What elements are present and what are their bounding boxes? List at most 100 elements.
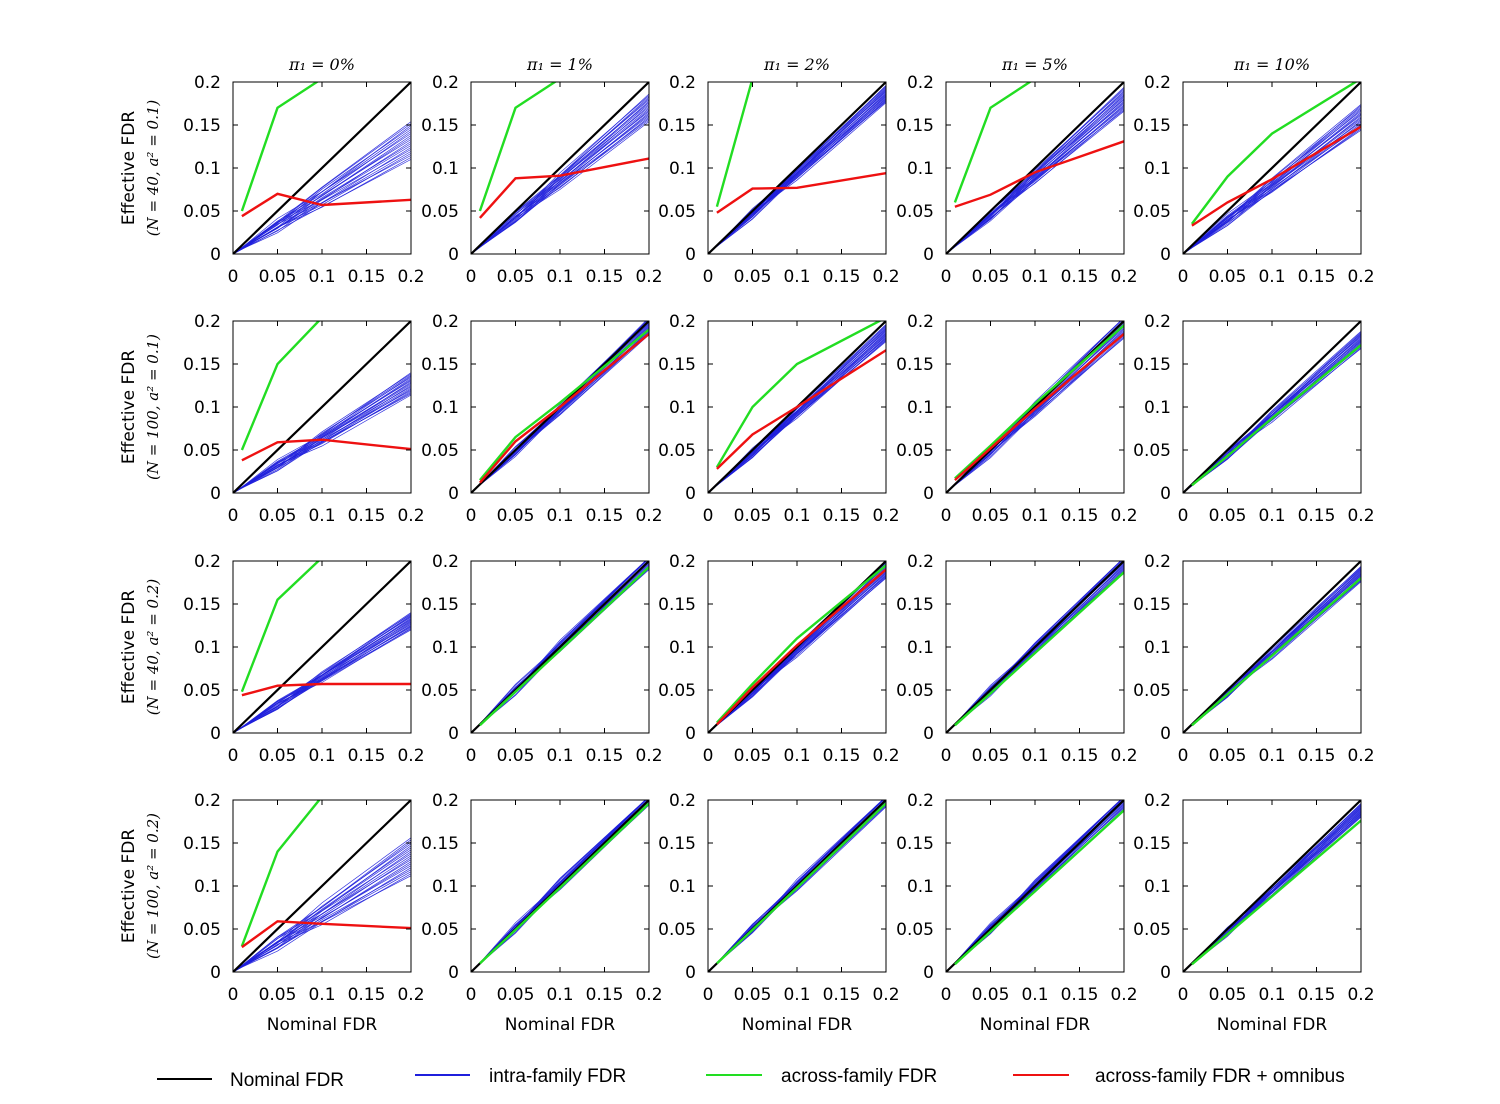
x-tick-label: 0 [1178,267,1189,287]
y-tick-label: 0.1 [432,398,459,418]
intra-family-line [233,843,411,972]
row-label: Effective FDR [119,829,139,943]
y-tick-label: 0.15 [1133,595,1171,615]
row-sublabel: (N = 100, a² = 0.1) [144,334,162,480]
y-tick-label: 0 [448,484,459,504]
panel-r4-c2: 0 0.05 0.1 0.15 0.2 0 0.05 0.1 0.15 0.2 [421,791,662,1005]
y-tick-label: 0.15 [421,116,459,136]
x-tick-label: 0.1 [783,746,810,766]
omnibus-line [716,172,886,214]
across-family-line [1191,344,1361,487]
x-tick-label: 0.15 [1061,506,1099,526]
panel-r2-c5: 0 0.05 0.1 0.15 0.2 0 0.05 0.1 0.15 0.2 [1133,312,1374,526]
x-tick-label: 0.1 [308,506,335,526]
across-family-line [479,566,649,727]
x-tick-label: 0.05 [1209,985,1247,1005]
panel-r2-c1: 0 0.05 0.1 0.15 0.2 0 0.05 0.1 0.15 0.2 [183,312,424,526]
nominal-line [1183,321,1361,493]
y-tick-label: 0 [923,724,934,744]
x-tick-label: 0.15 [586,506,624,526]
y-tick-label: 0 [1160,484,1171,504]
intra-family-line [233,374,411,493]
y-tick-label: 0.15 [421,834,459,854]
y-tick-label: 0.1 [1144,398,1171,418]
x-tick-label: 0.05 [259,746,297,766]
across-family-line [716,802,886,965]
row-label: Effective FDR [119,350,139,464]
omnibus-line [954,332,1124,481]
y-tick-label: 0.05 [658,441,696,461]
panel-r3-c3: 0 0.05 0.1 0.15 0.2 0 0.05 0.1 0.15 0.2 [658,552,899,766]
panel-r1-c5: 0 0.05 0.1 0.15 0.2 0 0.05 0.1 0.15 0.2 [1133,73,1374,287]
omnibus-line [1191,125,1361,227]
x-tick-label: 0.1 [783,985,810,1005]
x-tick-label: 0.15 [823,985,861,1005]
y-tick-label: 0.2 [432,791,459,811]
x-tick-label: 0.2 [397,506,424,526]
y-tick-label: 0.1 [432,877,459,897]
x-tick-label: 0.2 [635,985,662,1005]
y-tick-label: 0.05 [183,202,221,222]
y-tick-label: 0 [448,963,459,983]
y-tick-label: 0.2 [907,312,934,332]
across-family-line [1191,819,1361,966]
x-tick-label: 0.1 [1258,506,1285,526]
y-tick-label: 0 [923,484,934,504]
x-tick-label: 0 [941,267,952,287]
column-title: π₁ = 2% [763,55,830,74]
intra-family-line [233,612,411,733]
across-family-line [240,321,321,451]
x-tick-label: 0.2 [1347,506,1374,526]
y-tick-label: 0 [210,484,221,504]
omnibus-line [479,157,649,219]
plot-area [471,321,649,493]
across-family-line [716,564,886,724]
x-tick-label: 0 [941,985,952,1005]
column-title: π₁ = 5% [1001,55,1068,74]
plot-area [946,800,1124,972]
y-tick-label: 0.05 [1133,681,1171,701]
legend-label: Nominal FDR [230,1070,344,1091]
y-tick-label: 0.1 [1144,159,1171,179]
y-tick-label: 0.2 [194,791,221,811]
x-tick-label: 0 [228,985,239,1005]
across-family-line [478,328,649,481]
panel-r3-c1: 0 0.05 0.1 0.15 0.2 0 0.05 0.1 0.15 0.2 [183,552,424,766]
y-tick-label: 0.05 [183,681,221,701]
y-tick-label: 0.1 [907,398,934,418]
column-title: π₁ = 0% [288,55,355,74]
x-axis-label: Nominal FDR [267,1015,378,1035]
x-tick-label: 0.15 [348,267,386,287]
panel-r2-c4: 0 0.05 0.1 0.15 0.2 0 0.05 0.1 0.15 0.2 [896,312,1137,526]
x-tick-label: 0.05 [497,746,535,766]
y-tick-label: 0.2 [194,312,221,332]
x-tick-label: 0.1 [546,985,573,1005]
y-tick-label: 0 [1160,245,1171,265]
omnibus-line [716,349,886,470]
x-tick-label: 0 [228,267,239,287]
x-tick-label: 0.15 [1298,267,1336,287]
legend-item: intra-family FDR [415,1066,626,1087]
x-tick-label: 0.05 [972,267,1010,287]
plot-area [946,321,1124,493]
across-family-line [954,809,1124,966]
across-family-line [479,802,649,965]
x-tick-label: 0.1 [308,985,335,1005]
y-tick-label: 0.15 [658,834,696,854]
x-tick-label: 0 [228,506,239,526]
across-family-line [715,82,753,208]
x-tick-label: 0.15 [1298,746,1336,766]
plot-area [1183,82,1361,254]
legend-item: Nominal FDR [157,1070,344,1091]
omnibus-line [241,192,411,218]
panel-r3-c5: 0 0.05 0.1 0.15 0.2 0 0.05 0.1 0.15 0.2 [1133,552,1374,766]
y-tick-label: 0 [685,963,696,983]
x-tick-label: 0.1 [546,746,573,766]
x-tick-label: 0.15 [1298,985,1336,1005]
y-tick-label: 0.1 [194,159,221,179]
column-titles: π₁ = 0% π₁ = 1% π₁ = 2% π₁ = 5% π₁ = 10% [288,55,1310,74]
y-tick-label: 0.1 [669,159,696,179]
y-tick-label: 0.15 [183,355,221,375]
x-tick-label: 0.15 [1061,746,1099,766]
y-tick-label: 0 [210,245,221,265]
